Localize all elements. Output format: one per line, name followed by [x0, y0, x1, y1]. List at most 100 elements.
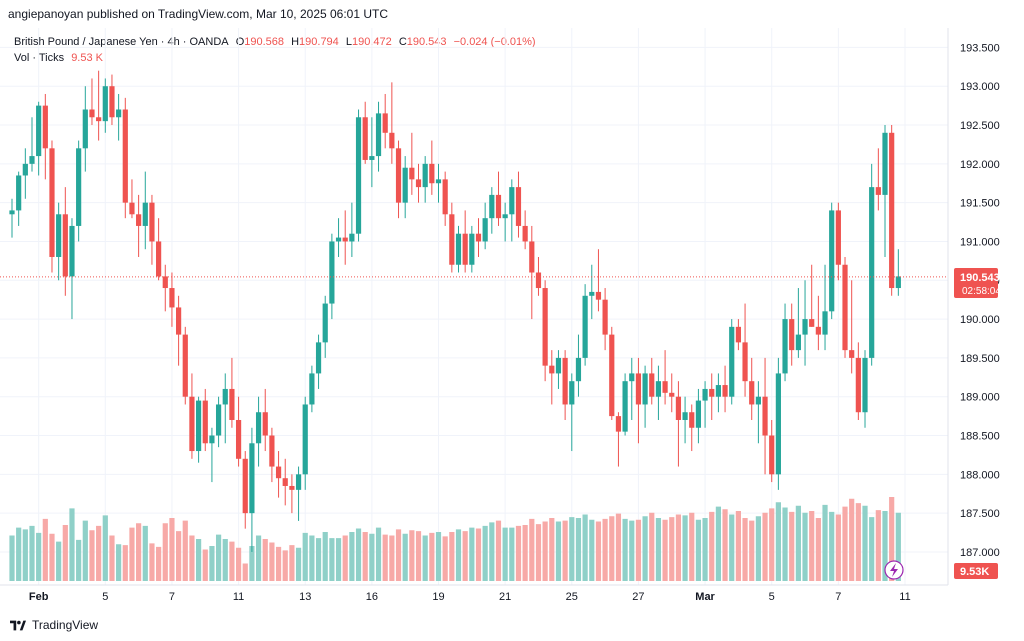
candle-body [382, 113, 388, 133]
footer-brand-text: TradingView [32, 618, 99, 632]
candle [409, 132, 415, 195]
candle-body [375, 113, 382, 157]
volume-bar [435, 532, 442, 581]
candle [735, 319, 741, 351]
candle-body [522, 225, 528, 242]
candle [36, 101, 42, 176]
volume-bar [755, 516, 761, 581]
candle [222, 373, 228, 444]
price-tick-label: 187.500 [960, 508, 1000, 520]
candle [749, 357, 755, 420]
volume-bar [815, 518, 821, 581]
volume-bar [322, 532, 328, 581]
volume-bar [515, 525, 522, 581]
price-tick-label: 187.000 [960, 547, 1000, 559]
candle-body [735, 326, 741, 343]
candle [542, 280, 548, 382]
candle [562, 350, 568, 420]
candle-body [435, 179, 442, 184]
candle-body [849, 350, 855, 358]
candle-body [362, 117, 368, 160]
legend-ohlc-row: British Pound / Japanese Yen · 4h · OAND… [14, 34, 536, 50]
candle-body [609, 334, 615, 417]
volume-bar [169, 518, 175, 581]
candle [522, 210, 528, 250]
candle-body [642, 373, 648, 405]
candle [689, 404, 695, 452]
candle [269, 427, 275, 483]
replay-button[interactable] [884, 560, 904, 580]
time-tick-label: 11 [233, 591, 244, 603]
price-axis: 193.500 193.000 192.500 192.000 191.500 191.0… [960, 42, 1000, 559]
candle-body [862, 357, 868, 413]
candle-body [109, 86, 115, 118]
candle [309, 365, 315, 413]
time-tick-label: 5 [102, 591, 108, 603]
candle-body [229, 388, 235, 420]
volume-bar [549, 518, 555, 581]
candle [102, 78, 108, 133]
candle [855, 342, 861, 420]
candle [495, 171, 502, 226]
candle [169, 272, 175, 327]
candle [149, 194, 155, 265]
volume-bar [509, 527, 515, 581]
candle [889, 125, 895, 296]
volume-bar [122, 545, 128, 581]
candle [189, 373, 195, 459]
candle [156, 218, 162, 281]
volume-bar [862, 505, 868, 581]
candle-body [142, 202, 148, 226]
candle [802, 280, 808, 366]
candle [615, 412, 622, 467]
candle-body [389, 132, 395, 149]
candle [795, 288, 801, 358]
volume-bar [455, 529, 462, 581]
volume-bar [789, 511, 795, 581]
candle [722, 365, 728, 413]
candle-body [189, 396, 195, 452]
price-tick-label: 188.500 [960, 431, 1000, 443]
candle [362, 101, 368, 164]
price-tick-label: 188.000 [960, 469, 1000, 481]
candle [302, 396, 308, 490]
legend-close-value: 190.543 [406, 36, 447, 48]
candle-body [402, 167, 408, 203]
volume-bar [49, 533, 55, 581]
candle [89, 78, 95, 126]
candle [862, 350, 868, 428]
candle-body [395, 148, 402, 203]
candle-body [775, 373, 781, 475]
candle [209, 427, 215, 483]
volume-bar [129, 527, 135, 581]
volume-bar [255, 535, 262, 581]
volume-bar [895, 512, 901, 581]
candle-body [29, 156, 35, 164]
volume-bar [289, 545, 295, 581]
candle-body [782, 319, 788, 374]
candle-body [762, 396, 768, 436]
candle [589, 264, 595, 320]
candle [489, 187, 495, 234]
candle [162, 264, 168, 312]
volume-bar [136, 523, 142, 581]
footer-brand[interactable]: TradingView [10, 618, 98, 632]
candle-body [855, 357, 861, 413]
candle-body [842, 264, 848, 351]
volume-bar [235, 547, 242, 581]
price-tick-label: 192.000 [960, 159, 1000, 171]
volume-bar [335, 538, 342, 581]
candle [729, 319, 735, 405]
candle-body [602, 299, 608, 335]
bar-countdown: 02:58:04 [962, 286, 1001, 297]
volume-bar [16, 527, 22, 581]
candle-body [575, 357, 582, 382]
candle [775, 357, 781, 490]
candle [569, 373, 575, 452]
candle [475, 218, 482, 257]
candle-body [69, 225, 75, 277]
volume-bar [116, 544, 122, 581]
candle [382, 93, 388, 149]
volume-bar [96, 525, 102, 581]
